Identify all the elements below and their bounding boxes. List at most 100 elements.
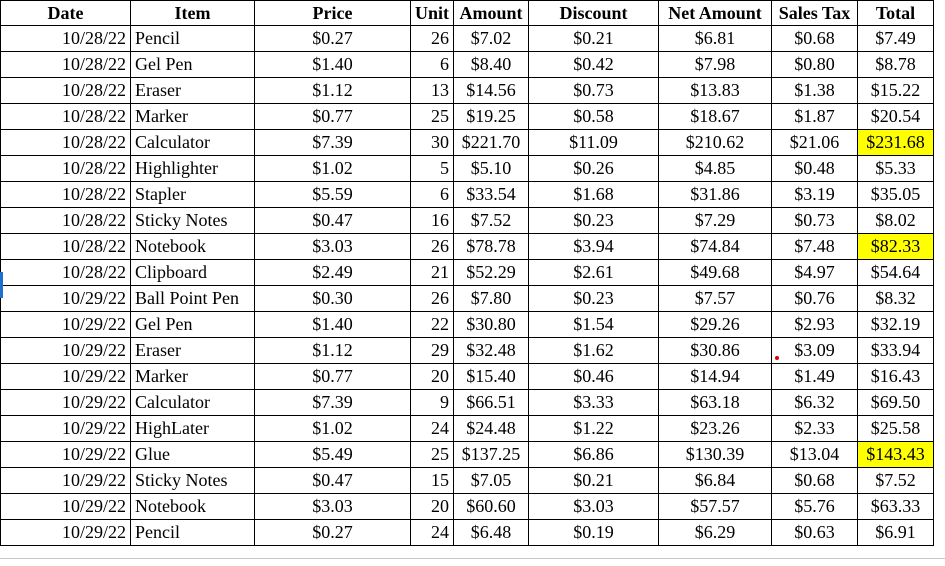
unit-cell[interactable]: 13	[409, 77, 455, 104]
amount-cell[interactable]: $30.80	[453, 311, 530, 338]
amount-cell[interactable]: $8.40	[453, 51, 530, 78]
net-amount-cell[interactable]: $23.26	[658, 415, 773, 442]
price-cell[interactable]: $5.59	[254, 181, 411, 208]
date-cell[interactable]: 10/29/22	[0, 415, 131, 442]
item-cell[interactable]: Highlighter	[130, 155, 255, 182]
header-discount[interactable]: Discount	[528, 0, 660, 26]
price-cell[interactable]: $0.47	[254, 207, 411, 234]
amount-cell[interactable]: $14.56	[453, 77, 530, 104]
discount-cell[interactable]: $0.42	[528, 51, 660, 78]
net-amount-cell[interactable]: $6.84	[658, 467, 773, 494]
unit-cell[interactable]: 25	[409, 103, 455, 130]
sales-tax-cell[interactable]: $0.73	[771, 207, 859, 234]
price-cell[interactable]: $1.40	[254, 51, 411, 78]
net-amount-cell[interactable]: $57.57	[658, 493, 773, 520]
total-cell[interactable]: $25.58	[857, 415, 935, 442]
discount-cell[interactable]: $3.03	[528, 493, 660, 520]
amount-cell[interactable]: $5.10	[453, 155, 530, 182]
sales-tax-cell[interactable]: $3.09	[771, 337, 859, 364]
item-cell[interactable]: Stapler	[130, 181, 255, 208]
sales-tax-cell[interactable]: $0.80	[771, 51, 859, 78]
price-cell[interactable]: $7.39	[254, 129, 411, 156]
price-cell[interactable]: $1.12	[254, 77, 411, 104]
unit-cell[interactable]: 16	[409, 207, 455, 234]
discount-cell[interactable]: $0.21	[528, 25, 660, 52]
date-cell[interactable]: 10/28/22	[0, 103, 131, 130]
header-item[interactable]: Item	[130, 0, 255, 26]
net-amount-cell[interactable]: $6.81	[658, 25, 773, 52]
item-cell[interactable]: Gel Pen	[130, 51, 255, 78]
date-cell[interactable]: 10/28/22	[0, 233, 131, 260]
sales-tax-cell[interactable]: $4.97	[771, 259, 859, 286]
item-cell[interactable]: Marker	[130, 363, 255, 390]
total-cell[interactable]: $8.32	[857, 285, 935, 312]
date-cell[interactable]: 10/29/22	[0, 389, 131, 416]
unit-cell[interactable]: 22	[409, 311, 455, 338]
total-cell[interactable]: $20.54	[857, 103, 935, 130]
date-cell[interactable]: 10/29/22	[0, 311, 131, 338]
net-amount-cell[interactable]: $13.83	[658, 77, 773, 104]
amount-cell[interactable]: $221.70	[453, 129, 530, 156]
price-cell[interactable]: $0.27	[254, 25, 411, 52]
unit-cell[interactable]: 6	[409, 51, 455, 78]
unit-cell[interactable]: 24	[409, 519, 455, 546]
price-cell[interactable]: $0.77	[254, 103, 411, 130]
total-cell[interactable]: $54.64	[857, 259, 935, 286]
total-cell[interactable]: $8.78	[857, 51, 935, 78]
date-cell[interactable]: 10/28/22	[0, 77, 131, 104]
unit-cell[interactable]: 26	[409, 233, 455, 260]
amount-cell[interactable]: $32.48	[453, 337, 530, 364]
sales-tax-cell[interactable]: $0.63	[771, 519, 859, 546]
date-cell[interactable]: 10/29/22	[0, 467, 131, 494]
unit-cell[interactable]: 26	[409, 25, 455, 52]
total-cell[interactable]: $35.05	[857, 181, 935, 208]
date-cell[interactable]: 10/29/22	[0, 285, 131, 312]
date-cell[interactable]: 10/28/22	[0, 155, 131, 182]
total-cell[interactable]: $231.68	[857, 129, 935, 156]
net-amount-cell[interactable]: $18.67	[658, 103, 773, 130]
amount-cell[interactable]: $7.02	[453, 25, 530, 52]
item-cell[interactable]: Marker	[130, 103, 255, 130]
unit-cell[interactable]: 20	[409, 363, 455, 390]
net-amount-cell[interactable]: $74.84	[658, 233, 773, 260]
unit-cell[interactable]: 6	[409, 181, 455, 208]
discount-cell[interactable]: $1.54	[528, 311, 660, 338]
item-cell[interactable]: Gel Pen	[130, 311, 255, 338]
total-cell[interactable]: $69.50	[857, 389, 935, 416]
unit-cell[interactable]: 26	[409, 285, 455, 312]
net-amount-cell[interactable]: $14.94	[658, 363, 773, 390]
item-cell[interactable]: Eraser	[130, 337, 255, 364]
discount-cell[interactable]: $11.09	[528, 129, 660, 156]
item-cell[interactable]: HighLater	[130, 415, 255, 442]
sales-tax-cell[interactable]: $0.68	[771, 467, 859, 494]
discount-cell[interactable]: $1.68	[528, 181, 660, 208]
price-cell[interactable]: $1.12	[254, 337, 411, 364]
amount-cell[interactable]: $24.48	[453, 415, 530, 442]
item-cell[interactable]: Pencil	[130, 519, 255, 546]
net-amount-cell[interactable]: $29.26	[658, 311, 773, 338]
net-amount-cell[interactable]: $7.57	[658, 285, 773, 312]
price-cell[interactable]: $1.40	[254, 311, 411, 338]
total-cell[interactable]: $16.43	[857, 363, 935, 390]
total-cell[interactable]: $7.52	[857, 467, 935, 494]
item-cell[interactable]: Eraser	[130, 77, 255, 104]
total-cell[interactable]: $15.22	[857, 77, 935, 104]
price-cell[interactable]: $0.27	[254, 519, 411, 546]
price-cell[interactable]: $3.03	[254, 233, 411, 260]
discount-cell[interactable]: $3.33	[528, 389, 660, 416]
price-cell[interactable]: $1.02	[254, 155, 411, 182]
date-cell[interactable]: 10/28/22	[0, 129, 131, 156]
unit-cell[interactable]: 5	[409, 155, 455, 182]
sales-tax-cell[interactable]: $2.93	[771, 311, 859, 338]
unit-cell[interactable]: 20	[409, 493, 455, 520]
discount-cell[interactable]: $0.58	[528, 103, 660, 130]
unit-cell[interactable]: 30	[409, 129, 455, 156]
amount-cell[interactable]: $66.51	[453, 389, 530, 416]
item-cell[interactable]: Glue	[130, 441, 255, 468]
item-cell[interactable]: Calculator	[130, 389, 255, 416]
amount-cell[interactable]: $7.05	[453, 467, 530, 494]
header-date[interactable]: Date	[0, 0, 131, 26]
net-amount-cell[interactable]: $31.86	[658, 181, 773, 208]
amount-cell[interactable]: $137.25	[453, 441, 530, 468]
sales-tax-cell[interactable]: $13.04	[771, 441, 859, 468]
